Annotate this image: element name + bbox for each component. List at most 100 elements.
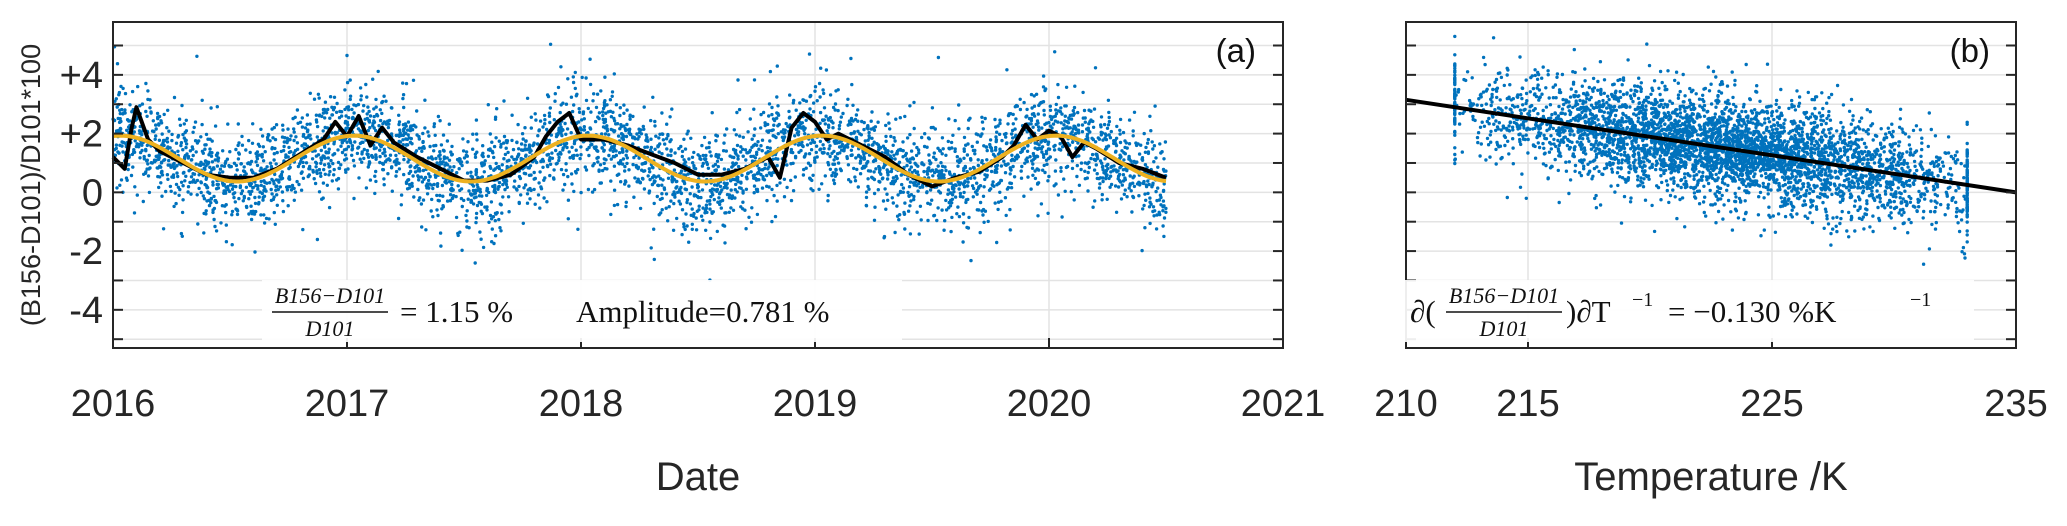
scatter-point (1883, 192, 1888, 196)
scatter-point (259, 127, 263, 131)
scatter-point (572, 103, 576, 107)
scatter-point (259, 179, 263, 184)
scatter-point (535, 142, 540, 146)
scatter-point (942, 228, 946, 232)
scatter-point (970, 144, 974, 149)
scatter-point (780, 135, 785, 139)
scatter-point (747, 215, 751, 219)
scatter-point (1101, 168, 1105, 172)
scatter-point (487, 220, 491, 224)
scatter-point (221, 149, 225, 153)
scatter-point (966, 126, 970, 131)
scatter-point (1036, 112, 1041, 116)
scatter-point (1082, 108, 1087, 113)
scatter-point (353, 140, 357, 144)
scatter-point (932, 170, 937, 175)
scatter-point (915, 170, 920, 174)
scatter-point (1164, 206, 1168, 211)
scatter-point (808, 163, 813, 168)
scatter-point (147, 153, 151, 158)
scatter-point (478, 230, 482, 234)
scatter-point (116, 116, 120, 121)
scatter-point (749, 170, 753, 174)
scatter-point (432, 149, 436, 153)
scatter-point (1123, 178, 1128, 182)
scatter-point (754, 152, 759, 157)
scatter-point (1062, 123, 1066, 127)
scatter-point (199, 160, 203, 164)
scatter-point (1809, 163, 1813, 167)
scatter-point (1011, 164, 1015, 169)
scatter-point (197, 186, 201, 191)
scatter-point (179, 143, 183, 148)
scatter-point (940, 136, 945, 140)
scatter-point (1106, 98, 1111, 103)
scatter-point (549, 133, 553, 137)
scatter-point (905, 163, 909, 168)
scatter-point (172, 204, 176, 209)
scatter-point (208, 147, 212, 151)
scatter-point (292, 130, 296, 134)
scatter-point (190, 158, 194, 162)
scatter-point (318, 113, 322, 117)
scatter-point (447, 122, 451, 126)
scatter-point (465, 225, 469, 229)
scatter-point (387, 118, 392, 123)
scatter-point (161, 138, 166, 143)
scatter-point (185, 152, 189, 156)
scatter-point (287, 177, 292, 181)
scatter-point (946, 139, 950, 144)
scatter-point (770, 219, 774, 224)
scatter-point (898, 213, 902, 217)
scatter-point (275, 193, 279, 197)
scatter-point (1143, 192, 1147, 196)
scatter-point (401, 96, 405, 101)
scatter-point (849, 131, 853, 136)
scatter-point (976, 158, 980, 162)
scatter-point (473, 155, 478, 159)
scatter-point (938, 191, 943, 195)
scatter-point (881, 165, 886, 170)
scatter-point (664, 137, 669, 141)
scatter-point (287, 145, 291, 150)
scatter-point (1122, 151, 1126, 155)
scatter-point (405, 137, 410, 142)
scatter-point (842, 149, 846, 153)
scatter-point (1123, 188, 1128, 192)
scatter-point (1130, 210, 1134, 214)
scatter-point (588, 127, 593, 131)
scatter-point (1083, 177, 1088, 181)
scatter-point (744, 187, 749, 191)
scatter-point (203, 182, 207, 187)
scatter-point (705, 160, 709, 165)
scatter-point (435, 161, 439, 165)
scatter-point (947, 206, 951, 210)
scatter-point (1673, 195, 1677, 199)
scatter-point (181, 198, 185, 202)
scatter-point (323, 116, 327, 120)
scatter-point (886, 198, 890, 202)
scatter-point (493, 190, 498, 195)
scatter-point (545, 200, 549, 204)
scatter-point (641, 177, 645, 181)
scatter-point (565, 127, 570, 131)
scatter-point (652, 257, 656, 262)
scatter-point (1022, 194, 1026, 198)
scatter-point (155, 155, 160, 159)
scatter-point (1128, 174, 1132, 178)
scatter-point (621, 157, 626, 161)
scatter-point (118, 183, 122, 187)
scatter-point (471, 184, 476, 188)
scatter-point (1047, 147, 1052, 151)
scatter-point (498, 226, 502, 230)
scatter-point (850, 153, 854, 157)
scatter-point (832, 149, 836, 154)
scatter-point (383, 154, 387, 158)
scatter-point (959, 159, 963, 163)
scatter-point (961, 221, 966, 225)
scatter-point (833, 108, 837, 112)
scatter-point (432, 124, 436, 129)
scatter-point (849, 56, 853, 61)
scatter-point (574, 94, 578, 98)
scatter-point (1006, 122, 1010, 126)
